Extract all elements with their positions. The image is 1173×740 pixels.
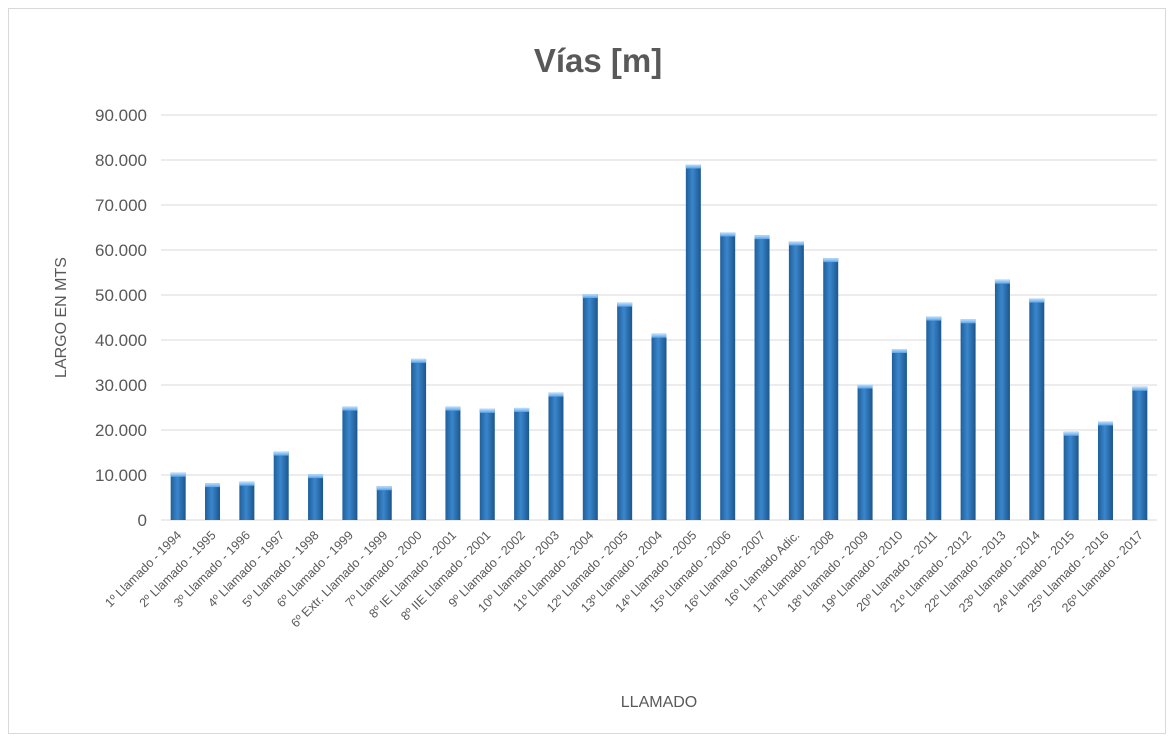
bar — [376, 486, 392, 520]
bar-cap — [514, 407, 530, 412]
y-tick-label: 0 — [138, 511, 147, 530]
bar-cap — [1132, 386, 1148, 391]
bar — [685, 164, 701, 520]
bar — [1029, 298, 1045, 520]
chart-title: Vías [m] — [534, 42, 662, 79]
bar-cap — [754, 235, 770, 240]
bar-cap — [685, 164, 701, 169]
bar — [651, 333, 667, 520]
y-axis-title: LARGO EN MTS — [53, 257, 70, 378]
bar-cap — [205, 483, 221, 488]
bar-cap — [1063, 431, 1079, 436]
bar — [617, 302, 633, 520]
bar — [926, 316, 942, 520]
bar — [891, 349, 907, 520]
bar — [445, 406, 461, 520]
bar-cap — [857, 384, 873, 389]
bar — [857, 384, 873, 520]
bar — [823, 258, 839, 520]
bar — [788, 241, 804, 520]
bar — [205, 483, 221, 520]
bar-cap — [651, 333, 667, 338]
bar-cap — [1029, 298, 1045, 303]
bar — [411, 358, 427, 520]
bar — [479, 408, 495, 520]
bar-cap — [170, 472, 186, 477]
bar-cap — [891, 349, 907, 353]
bar — [1097, 421, 1113, 520]
bar-cap — [479, 408, 495, 413]
bar — [548, 392, 564, 520]
bar-cap — [445, 406, 461, 411]
y-tick-label: 20.000 — [95, 421, 147, 440]
y-tick-label: 90.000 — [95, 106, 147, 125]
x-axis-title: LLAMADO — [621, 694, 697, 711]
bar — [1132, 386, 1148, 520]
bar — [960, 319, 976, 520]
bar-cap — [960, 319, 976, 324]
bar-cap — [582, 294, 598, 299]
bar-cap — [342, 406, 358, 411]
bar-cap — [376, 486, 392, 491]
bar-chart: Vías [m] 0 10.000 20.000 30.000 40.000 50.000… — [53, 42, 1157, 711]
y-axis-ticks: 0 10.000 20.000 30.000 40.000 50.000 60.000 70.… — [95, 106, 147, 530]
bar-cap — [308, 474, 324, 479]
bar — [308, 474, 324, 520]
bar — [754, 235, 770, 520]
bar-cap — [994, 279, 1010, 284]
bar-cap — [273, 451, 289, 456]
bar-cap — [411, 358, 427, 363]
y-tick-label: 70.000 — [95, 196, 147, 215]
y-tick-label: 40.000 — [95, 331, 147, 350]
bar — [239, 481, 255, 520]
bar — [1063, 431, 1079, 520]
bar-cap — [720, 232, 736, 237]
bar-cap — [926, 316, 942, 321]
chart-area: Vías [m] 0 10.000 20.000 30.000 40.000 50.000… — [8, 8, 1166, 734]
y-tick-label: 10.000 — [95, 466, 147, 485]
y-tick-label: 30.000 — [95, 376, 147, 395]
bar — [994, 279, 1010, 520]
bar — [273, 451, 289, 520]
bar — [342, 406, 358, 520]
bar-cap — [1097, 421, 1113, 426]
bar — [720, 232, 736, 520]
bar-cap — [788, 241, 804, 246]
bar-cap — [823, 258, 839, 263]
bar — [514, 407, 530, 520]
bar-cap — [239, 481, 255, 486]
bar — [582, 294, 598, 520]
y-tick-label: 60.000 — [95, 241, 147, 260]
y-tick-label: 80.000 — [95, 151, 147, 170]
bars — [170, 164, 1148, 520]
y-tick-label: 50.000 — [95, 286, 147, 305]
bar — [170, 472, 186, 520]
bar-cap — [548, 392, 564, 397]
bar-cap — [617, 302, 633, 307]
